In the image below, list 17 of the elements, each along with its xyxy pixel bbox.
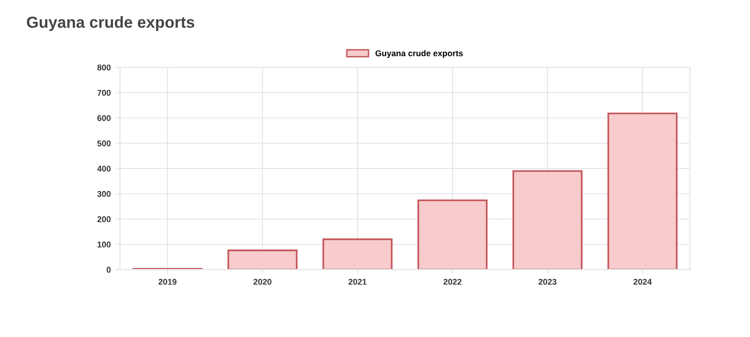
x-tick-label: 2019 <box>158 278 176 285</box>
y-tick-label: 600 <box>97 115 111 122</box>
chart-title: Guyana crude exports <box>26 16 194 32</box>
x-tick-label: 2021 <box>348 278 367 285</box>
y-tick-label: 700 <box>97 90 111 96</box>
y-tick-label: 500 <box>97 140 111 146</box>
y-tick-label: 300 <box>97 190 111 197</box>
x-tick-label: 2022 <box>444 278 462 285</box>
x-tick-label: 2020 <box>254 278 272 285</box>
legend-label: Guyana crude exports <box>376 50 463 58</box>
y-tick-label: 400 <box>97 166 111 172</box>
y-tick-label: 800 <box>97 64 111 70</box>
y-tick-label: 0 <box>106 266 111 273</box>
x-tick-label: 2024 <box>634 278 652 285</box>
y-tick-label: 200 <box>97 216 111 222</box>
y-tick-label: 100 <box>98 242 111 248</box>
x-tick-label: 2023 <box>538 278 556 285</box>
